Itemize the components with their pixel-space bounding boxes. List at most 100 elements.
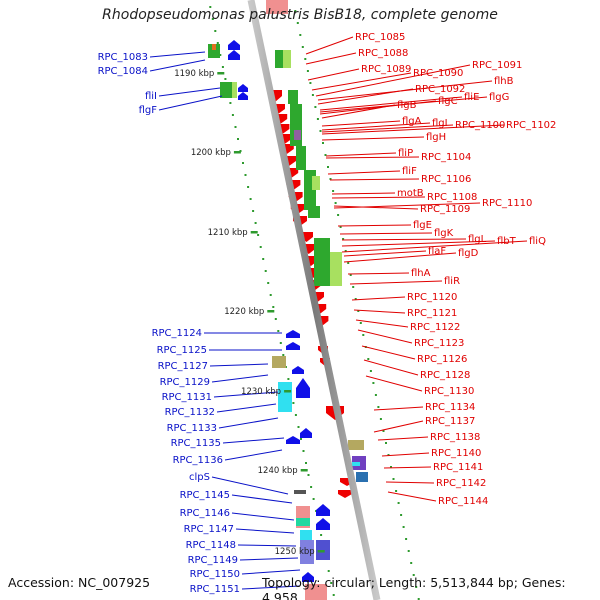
label-leader-line bbox=[321, 120, 401, 127]
tick-mark-left bbox=[307, 474, 310, 476]
scale-tick bbox=[300, 469, 308, 472]
gene-label-left: RPC_1133 bbox=[167, 423, 217, 434]
feature-block bbox=[220, 82, 232, 98]
gene-label-right: RPC_1110 bbox=[482, 198, 532, 209]
label-leader-line bbox=[341, 240, 496, 247]
tick-mark-right bbox=[337, 214, 340, 216]
tick-mark-right bbox=[352, 286, 355, 288]
gene-label-right: RPC_1142 bbox=[436, 478, 486, 489]
feature-block bbox=[308, 206, 320, 218]
tick-mark-right bbox=[395, 490, 398, 492]
scale-label: 1200 kbp bbox=[191, 148, 231, 158]
label-leader-line bbox=[327, 170, 401, 175]
label-leader-line bbox=[149, 59, 206, 72]
gene-label-right: RPC_1128 bbox=[420, 370, 470, 381]
tick-mark-right bbox=[397, 502, 400, 504]
tick-mark-right bbox=[372, 382, 375, 384]
label-leader-line bbox=[363, 359, 419, 376]
forward-gene-arrow bbox=[286, 330, 300, 338]
scale-tick bbox=[233, 151, 241, 154]
scale-label: 1230 kbp bbox=[241, 387, 281, 397]
leader-lines bbox=[149, 36, 528, 590]
scale-tick bbox=[284, 390, 292, 393]
gene-label-right: flbT bbox=[497, 236, 517, 247]
gene-label-right: flgA bbox=[402, 116, 422, 127]
gene-label-right: flgK bbox=[434, 228, 454, 239]
label-leader-line bbox=[311, 72, 412, 91]
tick-mark-left bbox=[229, 102, 232, 104]
gene-label-right: RPC_1088 bbox=[358, 48, 408, 59]
gene-label-right: flgB bbox=[397, 100, 417, 111]
tick-mark-right bbox=[309, 82, 312, 84]
label-leader-line bbox=[211, 374, 269, 383]
tick-mark-right bbox=[347, 262, 350, 264]
label-leader-line bbox=[373, 406, 424, 411]
label-leader-line bbox=[321, 136, 425, 141]
gene-label-right: RPC_1091 bbox=[472, 60, 522, 71]
tick-mark-left bbox=[327, 570, 330, 572]
gene-label-left: RPC_1127 bbox=[158, 361, 208, 372]
tick-mark-right bbox=[359, 322, 362, 324]
gene-label-right: flgH bbox=[426, 132, 446, 143]
scale-tick bbox=[250, 231, 258, 234]
feature-block bbox=[312, 176, 320, 190]
genome-summary-text: Topology: circular; Length: 5,513,844 bp… bbox=[262, 575, 566, 600]
feature-block bbox=[348, 440, 364, 450]
label-leader-line bbox=[381, 452, 430, 457]
feature-block bbox=[283, 50, 291, 68]
label-leader-line bbox=[241, 585, 301, 590]
gene-label-right: RPC_1134 bbox=[425, 402, 475, 413]
gene-label-right: RPC_1141 bbox=[433, 462, 483, 473]
tick-mark-right bbox=[354, 298, 357, 300]
gene-label-right: RPC_1126 bbox=[417, 354, 467, 365]
label-leader-line bbox=[305, 52, 357, 65]
gene-label-right: fliF bbox=[402, 166, 417, 177]
gene-label-right: RPC_1085 bbox=[355, 32, 405, 43]
tick-mark-left bbox=[252, 210, 255, 212]
gene-label-right: RPC_1109 bbox=[420, 204, 470, 215]
label-leader-line bbox=[235, 528, 295, 534]
tick-mark-left bbox=[209, 6, 212, 8]
tick-mark-left bbox=[234, 126, 237, 128]
tick-mark-left bbox=[274, 318, 277, 320]
label-leader-line bbox=[149, 51, 206, 58]
gene-label-right: RPC_1137 bbox=[425, 416, 475, 427]
label-leader-line bbox=[331, 192, 396, 195]
label-leader-line bbox=[305, 36, 354, 55]
gene-label-left: RPC_1084 bbox=[98, 66, 148, 77]
gene-label-left: RPC_1132 bbox=[165, 407, 215, 418]
feature-block bbox=[352, 462, 360, 466]
tick-mark-left bbox=[269, 294, 272, 296]
tick-mark-right bbox=[311, 94, 314, 96]
tick-mark-right bbox=[314, 106, 317, 108]
label-leader-line bbox=[373, 420, 424, 433]
tick-mark-left bbox=[330, 582, 333, 584]
tick-mark-right bbox=[316, 118, 319, 120]
tick-mark-right bbox=[377, 406, 380, 408]
label-leader-line bbox=[218, 417, 279, 429]
accession-text: Accession: NC_007925 bbox=[8, 575, 151, 590]
tick-mark-left bbox=[259, 246, 262, 248]
tick-mark-right bbox=[415, 586, 418, 588]
tick-mark-left bbox=[216, 42, 219, 44]
label-leader-line bbox=[224, 449, 283, 461]
tick-mark-left bbox=[262, 258, 265, 260]
tick-mark-right bbox=[400, 514, 403, 516]
label-leader-line bbox=[361, 345, 416, 360]
gene-label-left: RPC_1148 bbox=[186, 540, 236, 551]
label-leader-line bbox=[329, 178, 420, 181]
tick-mark-right bbox=[367, 358, 370, 360]
gene-label-left: RPC_1151 bbox=[190, 584, 240, 595]
gene-label-right: fliR bbox=[444, 276, 460, 287]
tick-mark-left bbox=[320, 534, 323, 536]
feature-block bbox=[288, 90, 298, 104]
tick-mark-right bbox=[412, 574, 415, 576]
label-leader-line bbox=[317, 88, 414, 105]
gene-labels: RPC_1083 RPC_1084 fliI flgF RPC_1124 RPC_1125… bbox=[98, 32, 557, 595]
label-leader-line bbox=[331, 196, 426, 199]
scale-labels: 1190 kbp 1200 kbp 1210 kbp 1220 kbp 1230 kbp… bbox=[174, 69, 325, 557]
forward-gene-arrow bbox=[286, 342, 300, 350]
gene-label-left: RPC_1150 bbox=[190, 569, 240, 580]
tick-mark-left bbox=[249, 198, 252, 200]
